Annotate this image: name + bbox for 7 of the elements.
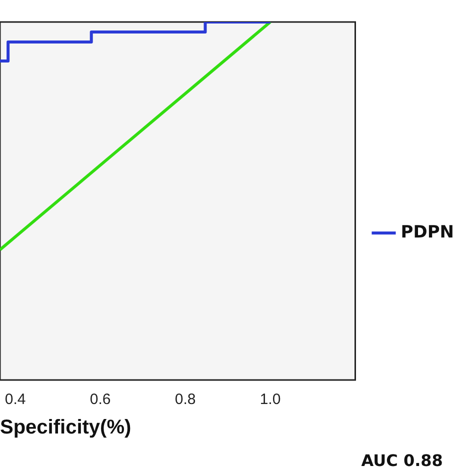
legend-label: PDPN <box>400 222 454 242</box>
x-tick-label: 0.6 <box>90 391 111 408</box>
x-tick-label: 0.8 <box>174 391 196 408</box>
x-tick-label: 1.0 <box>260 391 281 408</box>
text: AUC 0.88 <box>361 451 443 470</box>
x-tick-label: 0.4 <box>4 391 26 408</box>
x-axis-title: Specificity(%) <box>0 416 132 439</box>
